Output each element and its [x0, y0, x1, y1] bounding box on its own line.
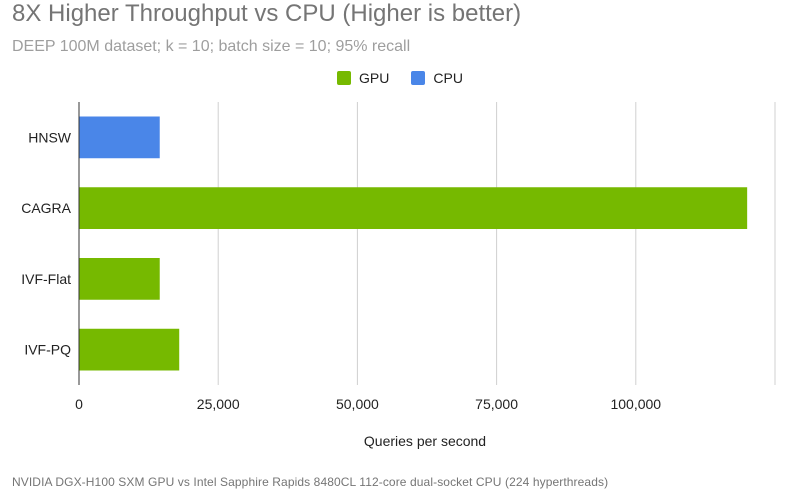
legend-swatch-gpu	[337, 71, 352, 85]
category-label: CAGRA	[21, 200, 71, 216]
bar-chart: HNSW CAGRA IVF-Flat IVF-PQ 0 25,000 50,000 75,…	[21, 102, 776, 449]
chart-subtitle: DEEP 100M dataset; k = 10; batch size = …	[12, 38, 411, 55]
x-tick-labels: 0 25,000 50,000 75,000 100,000	[75, 396, 661, 412]
legend-swatch-cpu	[411, 71, 426, 85]
legend-label-cpu: CPU	[433, 70, 463, 86]
x-tick-label: 75,000	[475, 396, 518, 412]
bar-ivf-flat	[79, 258, 160, 300]
legend-item-cpu: CPU	[411, 70, 463, 86]
legend: GPU CPU	[0, 70, 800, 86]
bar-ivf-pq	[79, 328, 180, 371]
x-tick-label: 0	[75, 396, 83, 412]
bar-hnsw	[79, 116, 160, 159]
gridlines	[217, 102, 776, 385]
chart-title: 8X Higher Throughput vs CPU (Higher is b…	[12, 0, 522, 27]
legend-label-gpu: GPU	[359, 70, 390, 86]
category-labels: HNSW CAGRA IVF-Flat IVF-PQ	[21, 129, 72, 357]
category-label: IVF-PQ	[24, 342, 71, 358]
x-tick-label: 100,000	[610, 396, 661, 412]
category-label: IVF-Flat	[21, 271, 71, 287]
legend-item-gpu: GPU	[337, 70, 389, 86]
bars	[79, 116, 748, 371]
x-axis-title: Queries per second	[364, 433, 486, 449]
footnote: NVIDIA DGX-H100 SXM GPU vs Intel Sapphir…	[12, 475, 609, 489]
x-tick-label: 25,000	[197, 396, 240, 412]
category-label: HNSW	[28, 129, 72, 145]
x-tick-label: 50,000	[336, 396, 379, 412]
bar-cagra	[79, 187, 748, 229]
